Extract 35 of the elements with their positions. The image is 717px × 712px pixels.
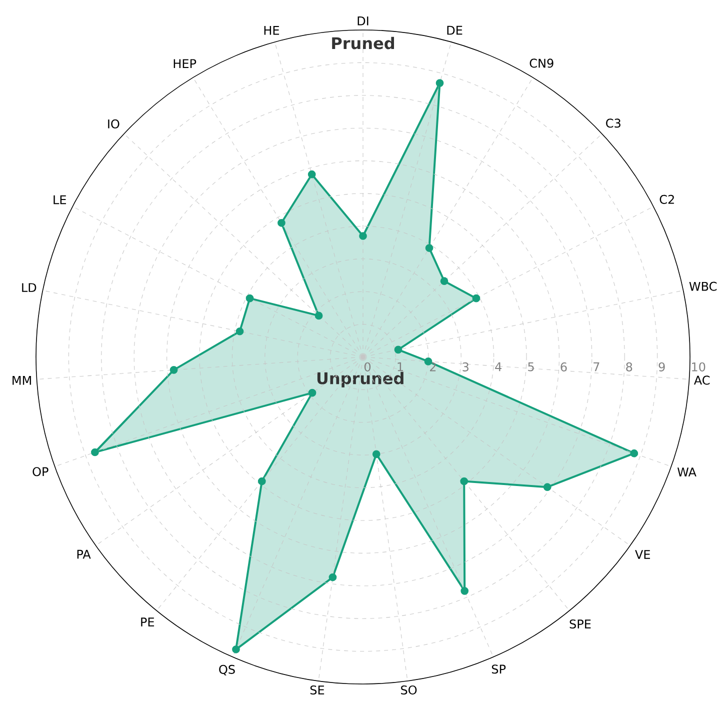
spoke-label: VE xyxy=(635,550,650,559)
spoke-label: HE xyxy=(264,26,280,35)
spoke-label: DI xyxy=(358,16,368,26)
spoke-label: MM xyxy=(12,376,31,385)
spoke-label: QS xyxy=(219,664,235,676)
y-tick-label: 9 xyxy=(658,362,665,372)
spoke-label: WBC xyxy=(689,282,717,291)
y-tick-label: 0 xyxy=(364,362,371,372)
spoke-label: SP xyxy=(492,664,506,674)
spoke-label: DE xyxy=(447,26,462,35)
y-tick-label: 4 xyxy=(495,362,502,372)
y-tick-label: 8 xyxy=(626,362,632,372)
spoke-label: HEP xyxy=(174,59,196,68)
text: Unpruned xyxy=(317,372,404,388)
spoke-label: WA xyxy=(677,468,696,476)
spoke-label: LD xyxy=(22,283,36,292)
y-tick-label: 7 xyxy=(594,362,600,372)
y-tick-label: 1 xyxy=(398,362,403,372)
spoke-label: PE xyxy=(141,618,154,626)
spoke-label: C2 xyxy=(660,194,674,204)
spoke-label: OP xyxy=(32,467,48,476)
y-tick-label: 3 xyxy=(462,362,468,372)
spoke-label: PA xyxy=(77,550,91,559)
spoke-label: C3 xyxy=(606,118,620,128)
text: Pruned xyxy=(332,36,394,50)
spoke-label: CN9 xyxy=(530,58,554,68)
spoke-label: IO xyxy=(108,119,120,128)
spoke-label: SO xyxy=(401,685,417,695)
y-tick-label: 5 xyxy=(528,362,534,372)
spoke-label: SE xyxy=(310,685,324,695)
spoke-label: AC xyxy=(694,376,710,385)
spoke-label: LE xyxy=(54,195,66,204)
y-tick-label: 10 xyxy=(692,362,706,372)
y-tick-label: 6 xyxy=(560,362,567,372)
spoke-label: SPE xyxy=(570,619,591,629)
